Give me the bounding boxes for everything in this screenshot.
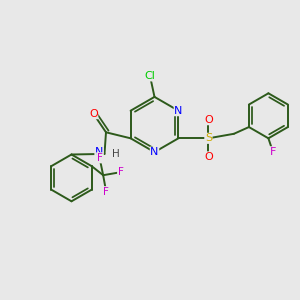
Text: N: N bbox=[150, 147, 159, 157]
Text: S: S bbox=[205, 133, 212, 143]
Text: H: H bbox=[112, 149, 120, 159]
Text: O: O bbox=[204, 152, 213, 162]
Text: F: F bbox=[118, 167, 124, 177]
Text: F: F bbox=[97, 153, 103, 163]
Text: N: N bbox=[174, 106, 183, 116]
Text: O: O bbox=[204, 115, 213, 125]
Text: F: F bbox=[103, 187, 109, 197]
Text: Cl: Cl bbox=[145, 71, 155, 81]
Text: F: F bbox=[270, 147, 276, 157]
Text: N: N bbox=[95, 147, 103, 158]
Text: O: O bbox=[89, 109, 98, 119]
